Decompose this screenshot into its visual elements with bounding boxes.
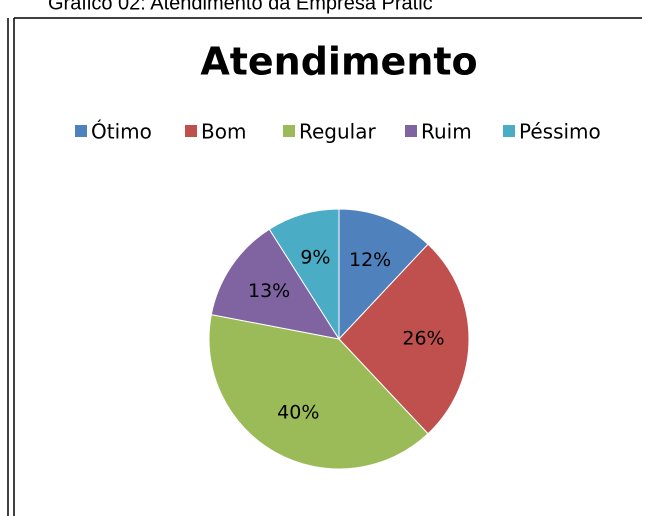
- data-label: 9%: [300, 246, 330, 268]
- chart-title: Atendimento: [200, 40, 477, 84]
- legend-label: Péssimo: [519, 120, 601, 144]
- legend-swatch: [503, 125, 515, 137]
- legend-label: Bom: [201, 120, 246, 144]
- legend-swatch: [405, 125, 417, 137]
- pie-slice: [338, 208, 429, 341]
- pie-slice: [268, 208, 340, 341]
- pie-slice: [338, 243, 470, 435]
- data-label: 40%: [277, 402, 319, 424]
- legend-swatch: [75, 125, 87, 137]
- legend-label: Ruim: [421, 120, 472, 144]
- data-label: 12%: [349, 249, 391, 271]
- pie-slice: [208, 314, 429, 470]
- legend-swatch: [185, 125, 197, 137]
- data-label: 13%: [248, 280, 290, 302]
- legend-label: Ótimo: [91, 120, 152, 144]
- caption: Gráfico 02: Atendimento da Empresa Prati…: [48, 0, 433, 14]
- legend-label: Regular: [299, 120, 376, 144]
- legend-swatch: [283, 125, 295, 137]
- pie-slice: [210, 228, 341, 340]
- data-label: 26%: [402, 328, 444, 350]
